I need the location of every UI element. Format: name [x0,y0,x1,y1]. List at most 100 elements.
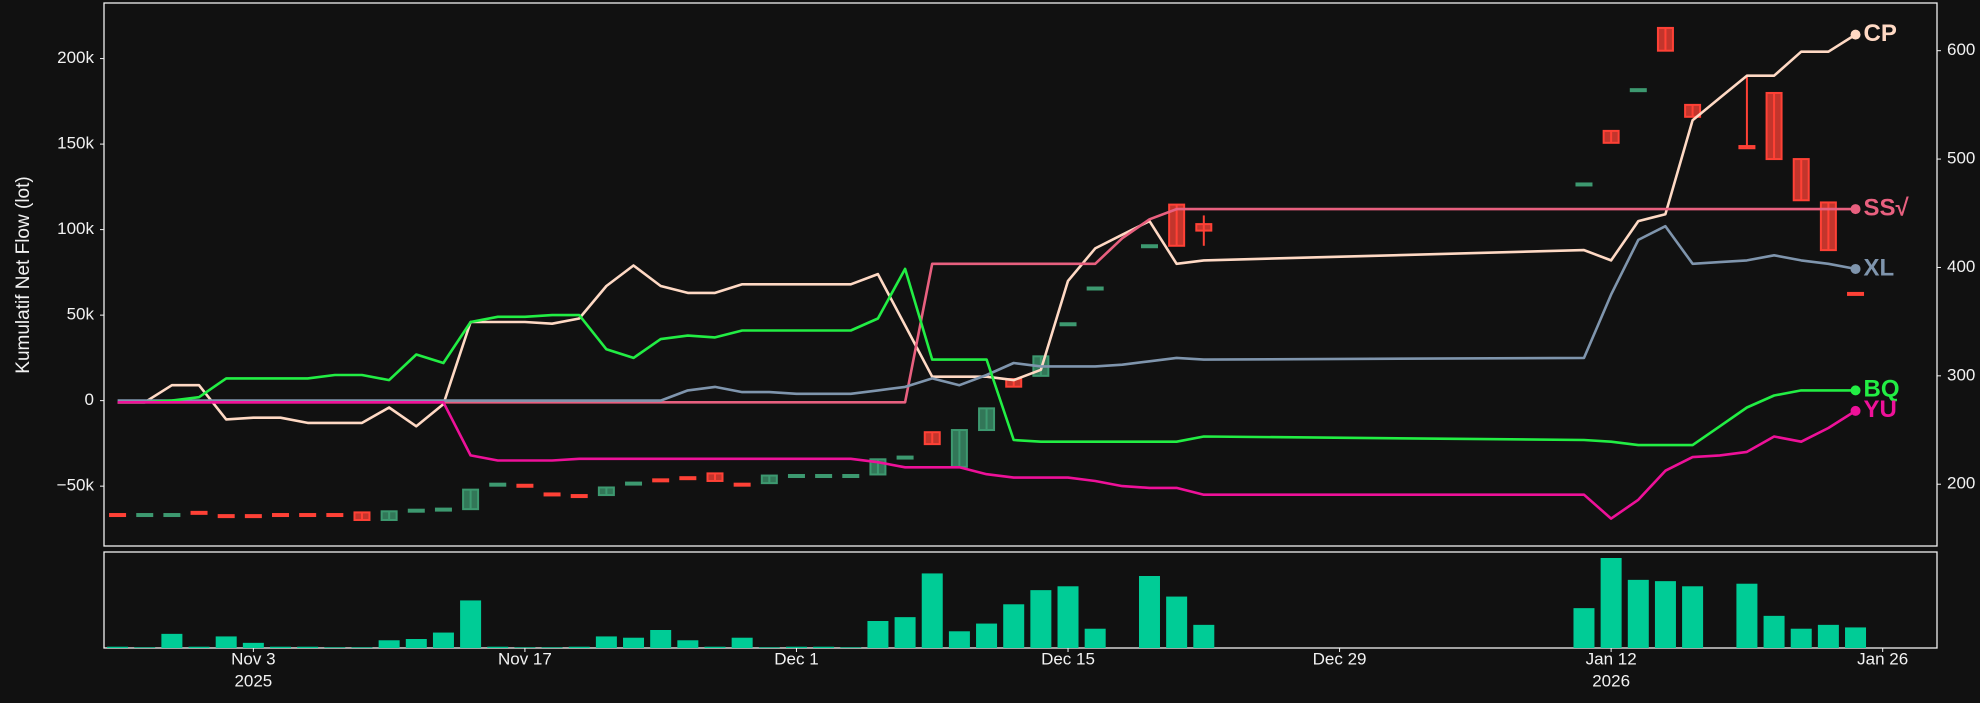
volume-bar [514,647,536,648]
volume-bar [324,647,346,648]
volume-bar [188,646,210,648]
volume-bar [813,646,835,648]
candle-body [842,474,860,479]
volume-bar [487,646,509,648]
volume-bar [1627,579,1649,648]
volume-bar [378,640,400,648]
candle-body [489,482,507,487]
y2-tick-label: 500 [1947,149,1975,168]
candle-body [136,513,154,518]
y-tick-label: 150k [57,134,94,153]
volume-bar [921,573,943,648]
volume-bar [1084,628,1106,648]
series-end-label: SS√ [1864,194,1910,221]
candle-body [1195,223,1213,232]
candle-body [652,478,670,483]
y2-tick-label: 400 [1947,257,1975,276]
candle-body [679,476,697,481]
series-end-label: XL [1864,254,1895,281]
candle-body [950,429,968,468]
x-tick-year: 2026 [1592,671,1630,690]
y-tick-label: 0 [85,390,94,409]
volume-bar [623,637,645,648]
volume-bar [1193,624,1215,648]
candle-body [1168,203,1186,247]
x-tick-label: Nov 17 [498,649,552,668]
candle-body [1059,322,1077,327]
x-tick-year: 2025 [234,671,272,690]
series-end-label: CP [1864,20,1897,47]
candle-body [1602,129,1620,144]
volume-bar [1030,590,1052,648]
volume-bar [432,632,454,648]
y-axis-title: Kumulatif Net Flow (lot) [13,176,34,373]
series-end-dot [1850,405,1861,416]
volume-bar [215,636,237,648]
candle-body [923,431,941,446]
volume-bar [785,646,807,648]
candle-body [1086,286,1104,291]
volume-bar [948,631,970,648]
series-end-label: YU [1864,396,1897,423]
candle-body [434,507,452,512]
candle-body [272,513,290,518]
candle-body [570,494,588,499]
x-tick-label: Dec 29 [1313,649,1367,668]
volume-bar [704,646,726,648]
candle-body [244,514,262,519]
candle-body [978,407,996,432]
candle-body [625,481,643,486]
volume-bar [758,647,780,648]
candle-body [1656,26,1674,52]
volume-bar [1736,583,1758,648]
series-line [117,401,1857,520]
volume-bar [1763,615,1785,648]
volume-bar [297,646,319,648]
x-tick-label: Nov 3 [231,649,275,668]
series-line [117,224,1856,402]
candle-body [1765,91,1783,161]
volume-bar [242,642,264,648]
y2-tick-label: 300 [1947,365,1975,384]
y-tick-label: −50k [57,476,95,495]
volume-bar [976,623,998,648]
volume-bar [1845,627,1867,648]
candle-body [896,455,914,460]
candle-body [353,511,371,521]
volume-bar [405,639,427,648]
series-end-dot [1850,29,1861,40]
candle-body [1684,103,1702,118]
volume-bar [460,600,482,648]
volume-bar [1057,586,1079,648]
volume-bar [161,633,183,648]
candle-body [407,508,425,513]
series-end-dot [1850,204,1861,215]
candle-body [787,474,805,479]
candle-body [1575,182,1593,187]
volume-bar [541,647,563,648]
candle-body [543,492,561,497]
volume-bar [1817,624,1839,648]
x-tick-label: Dec 15 [1041,649,1095,668]
candle-body [380,510,398,521]
volume-bar [107,646,129,648]
volume-bar [351,647,373,648]
candle-body [109,513,127,518]
candle-body [1629,88,1647,93]
y-tick-label: 200k [57,48,94,67]
series-line [117,33,1857,428]
volume-bar [677,640,699,648]
volume-bar [568,646,590,648]
y-tick-label: 50k [67,305,95,324]
candle-body [1738,145,1756,150]
candle-body [1847,291,1865,296]
volume-bar [650,630,672,648]
candle-body [1140,244,1158,249]
volume-bar [1138,576,1160,648]
series-end-dot [1850,385,1861,396]
volume-bar [840,647,862,648]
series-end-label: BQ [1864,376,1900,403]
candle-body [1819,201,1837,252]
